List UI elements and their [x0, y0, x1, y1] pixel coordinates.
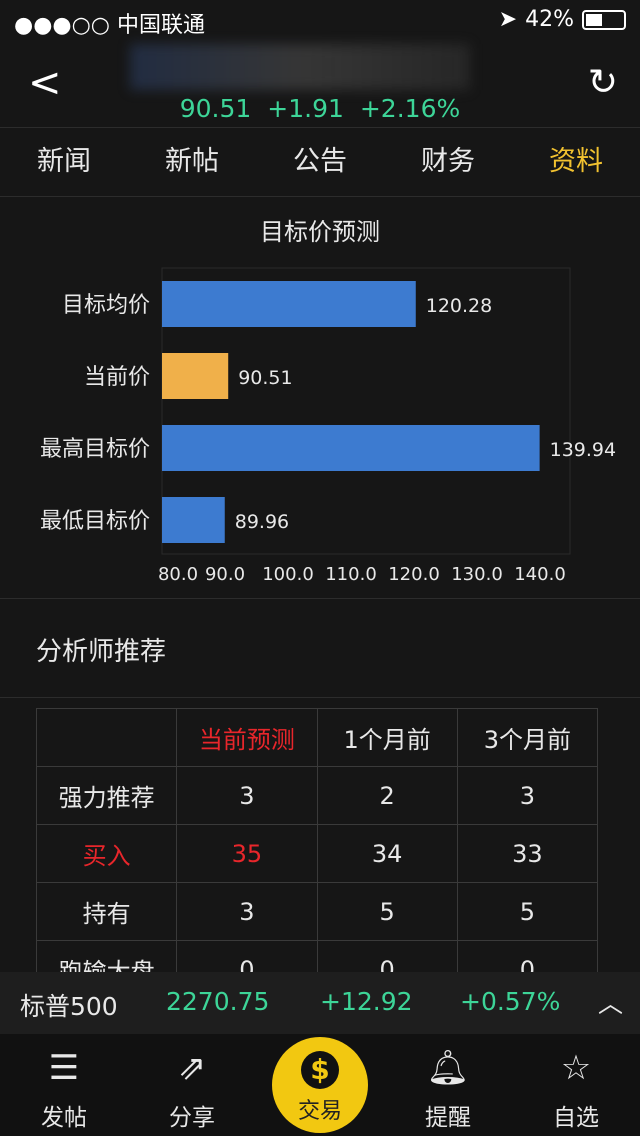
bar	[162, 497, 225, 543]
refresh-icon[interactable]: ↻	[587, 62, 618, 103]
post-icon: ☰	[48, 1048, 80, 1088]
bar	[162, 353, 229, 399]
tab-announcements[interactable]: 公告	[293, 146, 347, 177]
column-header: 3个月前	[456, 708, 599, 767]
x-tick-label: 110.0	[325, 564, 377, 585]
table-row: 持有 3 5 5	[35, 882, 599, 941]
nav-alert[interactable]: 🔔︎ 提醒	[384, 1034, 512, 1136]
battery-icon	[582, 9, 626, 30]
value-label: 89.96	[235, 511, 289, 533]
chevron-up-icon[interactable]: ︿	[598, 989, 624, 1018]
table-cell: 3	[456, 766, 599, 825]
header: < ↻ 90.51 +1.91 +2.16%	[0, 40, 640, 128]
nav-share[interactable]: ⇗ 分享	[128, 1034, 256, 1136]
table-cell: 33	[456, 824, 599, 883]
carrier: ●●●○○ 中国联通	[14, 13, 205, 38]
x-tick-label: 120.0	[388, 564, 440, 585]
value-label: 90.51	[238, 367, 292, 389]
value-label: 120.28	[426, 295, 492, 317]
table-cell: 35	[176, 824, 318, 883]
tab-posts[interactable]: 新帖	[165, 146, 219, 177]
index-name: 标普500	[20, 992, 118, 1021]
tab-profile[interactable]: 资料	[549, 146, 603, 177]
column-header: 1个月前	[316, 708, 458, 767]
analyst-section-header: 分析师推荐	[0, 598, 640, 698]
table-cell: 买入	[35, 824, 178, 883]
table-cell: 5	[316, 882, 458, 941]
bar	[162, 425, 540, 471]
table-cell: 3	[176, 766, 318, 825]
table-cell: 强力推荐	[35, 766, 178, 825]
price: 90.51	[179, 94, 252, 123]
column-header	[35, 708, 178, 767]
stock-title-obscured	[130, 44, 470, 90]
bar	[162, 281, 416, 327]
tab-financials[interactable]: 财务	[421, 146, 475, 177]
target-price-chart: 目标均价 120.28 当前价 90.51 最高目标价 139.94 最低目标价 89.96 8…	[40, 267, 616, 585]
category-label: 当前价	[84, 365, 150, 390]
table-row: 强力推荐 3 2 3	[35, 766, 599, 825]
star-icon: ☆	[560, 1048, 592, 1088]
quote: 90.51 +1.91 +2.16%	[0, 94, 640, 123]
section-title: 分析师推荐	[36, 637, 167, 667]
table-cell: 34	[316, 824, 458, 883]
table-row: 买入 35 34 33	[35, 824, 599, 883]
analyst-table: 当前预测1个月前3个月前强力推荐323买入353433持有355跑输大盘000	[35, 708, 599, 999]
battery-percent: 42%	[525, 7, 574, 32]
x-tick-label: 80.0	[158, 564, 198, 585]
share-icon: ⇗	[177, 1048, 207, 1088]
tab-bar: 新闻 新帖 公告 财务 资料	[0, 129, 640, 197]
table-cell: 2	[316, 766, 458, 825]
chart-title: 目标价预测	[260, 218, 380, 246]
table-cell: 5	[456, 882, 599, 941]
status-bar: ●●●○○ 中国联通 ➤ 42%	[0, 0, 640, 40]
x-tick-label: 100.0	[262, 564, 314, 585]
value-label: 139.94	[550, 439, 616, 461]
table-cell: 持有	[35, 882, 178, 941]
x-tick-label: 130.0	[451, 564, 503, 585]
table-cell: 3	[176, 882, 318, 941]
plot-frame	[161, 267, 571, 555]
table-header: 当前预测 1个月前 3个月前	[35, 708, 599, 767]
nav-trade[interactable]: $ 交易	[272, 1037, 368, 1133]
x-tick-label: 140.0	[514, 564, 566, 585]
nav-post[interactable]: ☰ 发帖	[0, 1034, 128, 1136]
category-label: 最高目标价	[40, 437, 150, 462]
category-label: 目标均价	[62, 293, 150, 318]
tab-news[interactable]: 新闻	[37, 146, 91, 177]
index-value: 2270.75	[166, 987, 270, 1016]
location-icon: ➤	[498, 7, 518, 32]
change-pct: +2.16%	[359, 94, 461, 123]
x-tick-label: 90.0	[205, 564, 245, 585]
index-change: +12.92	[320, 987, 413, 1016]
index-ticker[interactable]: 标普500 2270.75 +12.92 +0.57% ︿	[0, 972, 640, 1034]
index-pct: +0.57%	[460, 987, 561, 1016]
category-label: 最低目标价	[40, 509, 150, 534]
column-header: 当前预测	[176, 708, 318, 767]
dollar-icon: $	[301, 1051, 339, 1089]
change: +1.91	[267, 94, 344, 123]
back-icon[interactable]: <	[28, 60, 62, 106]
bell-icon: 🔔︎	[426, 1048, 470, 1088]
nav-watchlist[interactable]: ☆ 自选	[512, 1034, 640, 1136]
